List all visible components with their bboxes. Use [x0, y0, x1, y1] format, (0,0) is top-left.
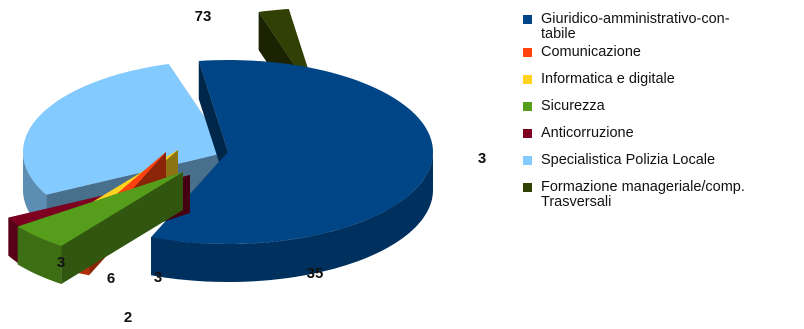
legend-label-line: Sicurezza: [541, 98, 605, 114]
data-label-3: 3: [57, 254, 65, 271]
legend-label-line: Giuridico-amministrativo-con-: [541, 11, 730, 27]
slice-top-face: [17, 172, 184, 247]
legend-label: Specialistica Polizia Locale: [541, 153, 715, 168]
data-label-1: 73: [195, 8, 212, 25]
pie-slice-4: [17, 172, 184, 285]
legend-label-line: Anticorruzione: [541, 125, 634, 141]
legend-label: Giuridico-amministrativo-con-tabile: [541, 12, 730, 42]
legend-swatch: [523, 156, 532, 165]
legend-swatch: [523, 129, 532, 138]
legend-item: Formazione manageriale/comp. Trasversali: [523, 180, 803, 210]
data-label-4: 6: [107, 270, 115, 287]
legend-label-line: Specialistica Polizia Locale: [541, 152, 716, 168]
slice-outer-wall: [17, 226, 62, 285]
data-label-5: 3: [154, 269, 162, 286]
legend-label-line: Informatica e digitale: [541, 71, 675, 87]
pie-slice-1: [151, 60, 433, 282]
data-label-7: 3: [478, 150, 486, 167]
legend-label: Sicurezza: [541, 99, 605, 114]
legend-swatch: [523, 102, 532, 111]
legend-label-line: Trasversali: [541, 194, 612, 210]
legend-item: Anticorruzione: [523, 126, 803, 141]
slice-side-face: [198, 60, 228, 191]
chart-legend: Giuridico-amministrativo-con-tabile Comun…: [523, 12, 803, 210]
legend-swatch: [523, 183, 532, 192]
legend-label: Informatica e digitale: [541, 72, 675, 87]
legend-label: Formazione manageriale/comp. Trasversali: [541, 180, 745, 210]
pie-slices: [8, 8, 433, 285]
legend-label-line: Formazione manageriale/comp.: [541, 179, 745, 195]
legend-item: Specialistica Polizia Locale: [523, 153, 803, 168]
legend-item: Comunicazione: [523, 45, 803, 60]
data-label-2: 2: [124, 309, 132, 326]
legend-swatch: [523, 15, 532, 24]
legend-label: Comunicazione: [541, 45, 641, 60]
legend-swatch: [523, 48, 532, 57]
legend-label: Anticorruzione: [541, 126, 634, 141]
slice-outer-wall: [151, 152, 433, 282]
legend-item: Informatica e digitale: [523, 72, 803, 87]
pie-data-labels: 73 2 3 6 3 35 3: [57, 8, 486, 326]
legend-item: Giuridico-amministrativo-con-tabile: [523, 12, 803, 42]
data-label-6: 35: [307, 265, 324, 282]
legend-swatch: [523, 75, 532, 84]
legend-item: Sicurezza: [523, 99, 803, 114]
legend-label-line: tabile: [541, 26, 576, 42]
slice-top-face: [151, 60, 433, 244]
legend-label-line: Comunicazione: [541, 44, 641, 60]
